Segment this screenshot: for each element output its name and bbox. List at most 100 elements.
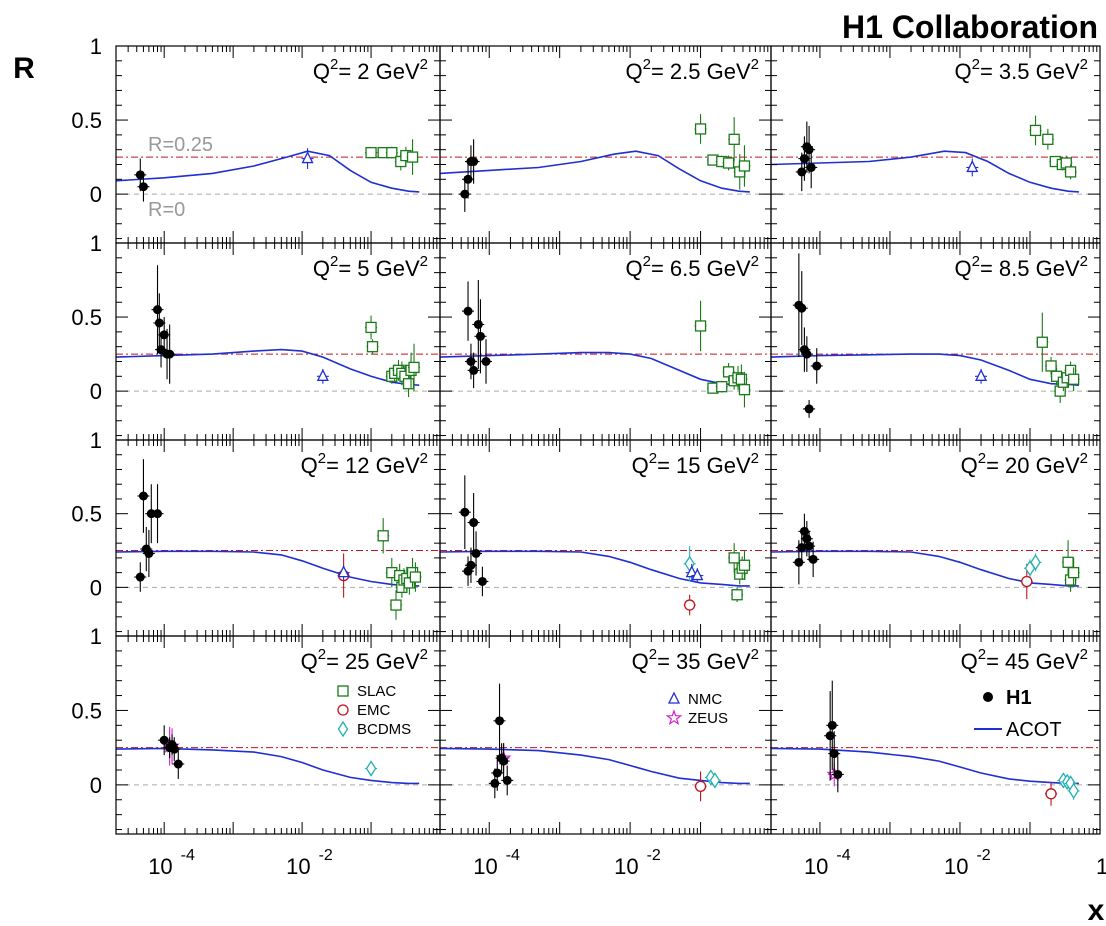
nmc-datapoint [691,568,704,583]
slac-datapoint [694,300,707,352]
acot-curve [116,550,420,587]
h1-datapoint [145,484,158,544]
slac-datapoint [694,114,707,144]
panel-q2-5: Q2= 5 GeV2 [115,242,441,441]
h1-datapoint [172,749,185,779]
nmc-point [966,160,979,173]
h1-datapoint [467,493,480,552]
slac-point [366,341,379,353]
panel-q2-20: Q2= 20 GeV2 [770,439,1101,637]
acot-curve [116,747,420,785]
slac-datapoint [1041,128,1054,150]
y-tick-label: 1 [90,34,102,59]
h1-datapoint [831,756,844,793]
acot-curve [771,550,1079,587]
legend-label-h1: H1 [1006,687,1032,709]
q2-label: Q2= 25 GeV2 [301,646,428,674]
slac-datapoint [728,117,741,162]
panel-q2-2.5: Q2= 2.5 GeV2 [439,45,772,244]
slac-point [1042,133,1054,145]
acot-curve [771,150,1079,193]
h1-datapoint [137,171,150,202]
slac-datapoint [728,543,741,573]
h1-point [794,557,804,567]
slac-point [1036,336,1048,348]
slac-point [738,383,751,396]
y-tick-label: 0 [90,379,102,404]
slac-point [409,571,422,583]
collaboration-title: H1 Collaboration [842,9,1098,45]
nmc-datapoint [966,158,979,177]
y-tick-label: 0.5 [71,698,102,723]
slac-point [390,599,402,611]
acot-curve [440,747,750,785]
q2-label: Q2= 35 GeV2 [632,646,759,674]
h1-point [475,331,485,341]
x-tick-label: 10 -2 [286,847,333,879]
panel-q2-6.5: Q2= 6.5 GeV2 [439,242,772,441]
slac-point [716,381,728,393]
acot-curve [440,550,750,587]
slac-datapoint [1029,115,1042,146]
legends: SLAC EMC BCDMS NMC ZEUS H1 ACOT [337,683,1062,741]
h1-point [463,306,473,316]
q2-label: Q2= 5 GeV2 [313,253,428,281]
slac-point [402,378,415,390]
h1-datapoint [151,484,164,544]
h1-point [159,330,169,340]
nmc-point [316,368,329,381]
h1-point [135,572,145,582]
h1-point [473,319,483,329]
h1-point [502,775,512,785]
y-tick-label: 1 [90,428,102,453]
nmc-point [301,151,314,164]
y-tick-label: 0.5 [71,502,102,527]
reference-label-r025: R=0.25 [148,134,213,156]
bcdms-datapoint [1029,553,1042,572]
slac-point [694,320,707,332]
y-tick-label: 0 [90,773,102,798]
h1-datapoint [140,526,153,572]
h1-point [469,157,479,167]
h1-point [154,318,164,328]
y-tick-label: 0.5 [71,108,102,133]
h1-point [460,507,470,517]
panel-grid: Q2= 2 GeV2 R=0.25 R=0 Q2= 2.5 GeV2 Q2= 3.5 G… [115,45,1101,835]
slac-datapoint [406,139,419,175]
slac-datapoint [731,587,744,603]
h1-datapoint [137,459,150,533]
h1-datapoint [795,271,808,346]
acot-curve [771,747,1079,785]
emc-datapoint [694,771,707,802]
slac-datapoint [1067,367,1080,392]
slac-datapoint [1036,312,1049,372]
h1-datapoint [158,317,171,353]
emc-point [683,599,696,611]
h1-point [469,518,479,528]
h1-point [138,491,148,501]
legend-label-slac: SLAC [357,683,396,700]
axis-tick-labels: 0 0.5 1 0 0.5 1 0 0.5 1 0 0.5 1 10 -4 10 -2 10 -4 10 -2 10 -4… [71,34,1106,879]
q2-label: Q2= 6.5 GeV2 [626,253,760,281]
bcdms-point [1030,554,1041,571]
y-tick-label: 0 [90,182,102,207]
acot-curve [116,150,420,193]
h1-datapoint [807,541,820,578]
h1-point [804,145,814,155]
bcdms-point [1068,782,1079,800]
x-tick-label: 10 -4 [804,847,851,879]
slac-point [1067,373,1080,385]
x-tick-label: 10 -2 [614,847,661,879]
h1-point [460,189,470,199]
h1-point [135,170,145,180]
emc-point [1021,575,1033,588]
h1-point [833,769,843,779]
y-tick-label: 1 [90,231,102,256]
slac-point [406,151,419,163]
h1-datapoint [462,160,475,199]
panel-q2-2: Q2= 2 GeV2 R=0.25 R=0 [115,45,441,244]
h1-point [808,554,818,564]
nmc-datapoint [974,368,988,384]
slac-point [694,123,707,135]
slac-datapoint [377,518,390,554]
